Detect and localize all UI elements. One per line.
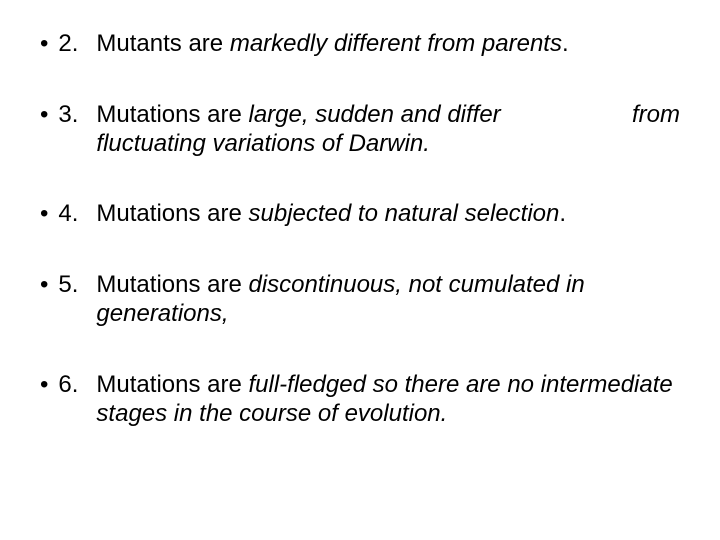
item-content: Mutations are discontinuous, not cumulat… (96, 271, 680, 329)
list-item-3: • 3. Mutations are large, sudden and dif… (40, 101, 680, 159)
item-italic-from: from (632, 101, 680, 130)
item-prefix: Mutations are (96, 271, 248, 298)
list-item-2: • 2. Mutants are markedly different from… (40, 30, 680, 59)
item-suffix: . (559, 200, 566, 227)
bullet-dot: • (40, 271, 48, 300)
item-content: Mutants are markedly different from pare… (96, 30, 680, 59)
bullet-dot: • (40, 101, 48, 130)
list-item-6: • 6. Mutations are full-fledged so there… (40, 371, 680, 429)
item-italic: markedly different from parents (230, 30, 562, 57)
item-number: 5. (58, 271, 78, 300)
item-3-left: Mutations are large, sudden and differ (96, 101, 500, 130)
item-content: Mutations are full-fledged so there are … (96, 371, 680, 429)
item-number: 4. (58, 200, 78, 229)
item-italic-a: large, sudden and differ (249, 101, 501, 128)
list-item-5: • 5. Mutations are discontinuous, not cu… (40, 271, 680, 329)
item-italic: subjected to natural selection (249, 200, 560, 227)
bullet-dot: • (40, 30, 48, 59)
item-prefix: Mutants are (96, 30, 229, 57)
item-suffix: . (562, 30, 569, 57)
item-prefix: Mutations are (96, 101, 248, 128)
list-item-4: • 4. Mutations are subjected to natural … (40, 200, 680, 229)
item-prefix: Mutations are (96, 200, 248, 227)
item-content: Mutations are subjected to natural selec… (96, 200, 680, 229)
bullet-dot: • (40, 371, 48, 400)
item-number: 2. (58, 30, 78, 59)
item-number: 3. (58, 101, 78, 130)
item-3-line1: Mutations are large, sudden and differ f… (96, 101, 680, 130)
item-number: 6. (58, 371, 78, 400)
item-content: Mutations are large, sudden and differ f… (96, 101, 680, 159)
item-prefix: Mutations are (96, 371, 248, 398)
bullet-dot: • (40, 200, 48, 229)
item-italic-b: fluctuating variations of Darwin. (96, 130, 430, 157)
